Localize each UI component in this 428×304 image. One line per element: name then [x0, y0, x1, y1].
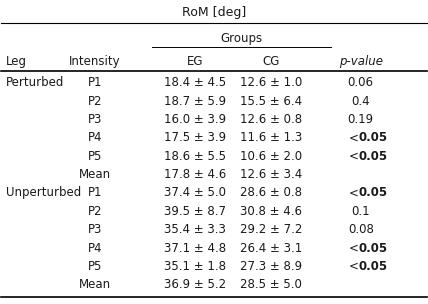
Text: Mean: Mean	[79, 278, 111, 291]
Text: 35.4 ± 3.3: 35.4 ± 3.3	[164, 223, 226, 236]
Text: P4: P4	[88, 131, 102, 144]
Text: 0.05: 0.05	[359, 260, 388, 273]
Text: 0.1: 0.1	[351, 205, 370, 218]
Text: 35.1 ± 1.8: 35.1 ± 1.8	[164, 260, 226, 273]
Text: EG: EG	[187, 55, 203, 68]
Text: Perturbed: Perturbed	[6, 76, 64, 89]
Text: 0.06: 0.06	[348, 76, 374, 89]
Text: P3: P3	[88, 223, 102, 236]
Text: P4: P4	[88, 242, 102, 254]
Text: 30.8 ± 4.6: 30.8 ± 4.6	[241, 205, 303, 218]
Text: 27.3 ± 8.9: 27.3 ± 8.9	[241, 260, 303, 273]
Text: 0.4: 0.4	[351, 95, 370, 108]
Text: <: <	[349, 260, 359, 273]
Text: 17.5 ± 3.9: 17.5 ± 3.9	[164, 131, 226, 144]
Text: <: <	[349, 150, 359, 163]
Text: 0.05: 0.05	[359, 186, 388, 199]
Text: 37.4 ± 5.0: 37.4 ± 5.0	[164, 186, 226, 199]
Text: 12.6 ± 1.0: 12.6 ± 1.0	[240, 76, 303, 89]
Text: 15.5 ± 6.4: 15.5 ± 6.4	[241, 95, 303, 108]
Text: Leg: Leg	[6, 55, 27, 68]
Text: CG: CG	[263, 55, 280, 68]
Text: P1: P1	[88, 186, 102, 199]
Text: 0.05: 0.05	[359, 131, 388, 144]
Text: P5: P5	[88, 150, 102, 163]
Text: P2: P2	[88, 95, 102, 108]
Text: 12.6 ± 0.8: 12.6 ± 0.8	[241, 113, 303, 126]
Text: 0.19: 0.19	[348, 113, 374, 126]
Text: 28.6 ± 0.8: 28.6 ± 0.8	[241, 186, 303, 199]
Text: 36.9 ± 5.2: 36.9 ± 5.2	[164, 278, 226, 291]
Text: 39.5 ± 8.7: 39.5 ± 8.7	[164, 205, 226, 218]
Text: 26.4 ± 3.1: 26.4 ± 3.1	[240, 242, 303, 254]
Text: <: <	[349, 186, 359, 199]
Text: <: <	[349, 131, 359, 144]
Text: 18.7 ± 5.9: 18.7 ± 5.9	[164, 95, 226, 108]
Text: 0.05: 0.05	[359, 242, 388, 254]
Text: 28.5 ± 5.0: 28.5 ± 5.0	[241, 278, 302, 291]
Text: 18.6 ± 5.5: 18.6 ± 5.5	[164, 150, 226, 163]
Text: 37.1 ± 4.8: 37.1 ± 4.8	[164, 242, 226, 254]
Text: 18.4 ± 4.5: 18.4 ± 4.5	[164, 76, 226, 89]
Text: 12.6 ± 3.4: 12.6 ± 3.4	[240, 168, 303, 181]
Text: P2: P2	[88, 205, 102, 218]
Text: 16.0 ± 3.9: 16.0 ± 3.9	[164, 113, 226, 126]
Text: 10.6 ± 2.0: 10.6 ± 2.0	[241, 150, 303, 163]
Text: RoM [deg]: RoM [deg]	[182, 6, 246, 19]
Text: 29.2 ± 7.2: 29.2 ± 7.2	[240, 223, 303, 236]
Text: Mean: Mean	[79, 168, 111, 181]
Text: Groups: Groups	[220, 32, 263, 45]
Text: Unperturbed: Unperturbed	[6, 186, 81, 199]
Text: 11.6 ± 1.3: 11.6 ± 1.3	[240, 131, 303, 144]
Text: P3: P3	[88, 113, 102, 126]
Text: 0.05: 0.05	[359, 150, 388, 163]
Text: 17.8 ± 4.6: 17.8 ± 4.6	[164, 168, 226, 181]
Text: P1: P1	[88, 76, 102, 89]
Text: P5: P5	[88, 260, 102, 273]
Text: p-value: p-value	[339, 55, 383, 68]
Text: 0.08: 0.08	[348, 223, 374, 236]
Text: <: <	[349, 242, 359, 254]
Text: Intensity: Intensity	[69, 55, 121, 68]
